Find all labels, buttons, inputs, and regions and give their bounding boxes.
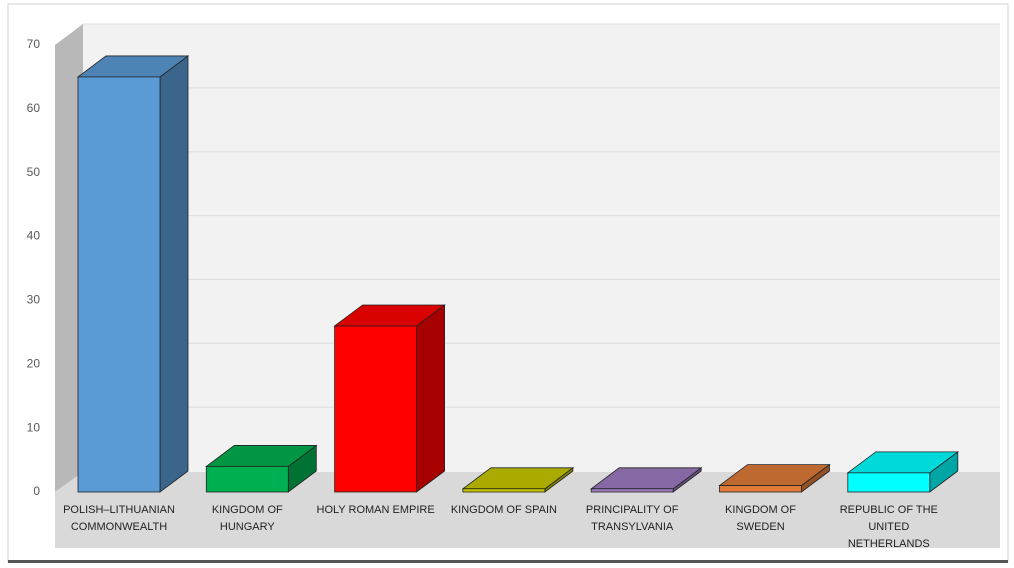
y-tick-label: 20: [27, 356, 41, 370]
x-tick-label: HOLY ROMAN EMPIRE: [316, 504, 435, 516]
bar: [847, 472, 931, 493]
bar: [77, 76, 161, 493]
x-tick-label: KINGDOM OF HUNGARY: [211, 504, 283, 533]
bar-side: [159, 55, 189, 493]
bar: [590, 488, 674, 493]
y-tick-label: 10: [27, 420, 41, 434]
x-tick-label: POLISH–LITHUANIAN COMMONWEALTH: [63, 504, 175, 533]
y-tick-label: 60: [27, 101, 41, 115]
bar: [462, 488, 546, 493]
y-tick-label: 40: [27, 229, 41, 243]
bar: [719, 485, 802, 493]
x-tick-label: KINGDOM OF SWEDEN: [725, 504, 796, 533]
x-tick-label: REPUBLIC OF THE UNITED NETHERLANDS: [839, 504, 938, 550]
y-tick-label: 50: [27, 165, 41, 179]
frame-shadow: [8, 560, 1008, 563]
y-tick-label: 30: [27, 293, 41, 307]
x-tick-label: PRINCIPALITY OF TRANSYLVANIA: [585, 504, 679, 533]
x-tick-label: KINGDOM OF SPAIN: [450, 504, 557, 516]
bar: [334, 325, 418, 493]
bar: [205, 466, 289, 493]
side-wall: [55, 24, 83, 492]
y-tick-label: 70: [27, 37, 41, 51]
back-wall: [83, 24, 1000, 472]
bar-side: [416, 304, 446, 493]
y-tick-label: 0: [33, 484, 40, 498]
